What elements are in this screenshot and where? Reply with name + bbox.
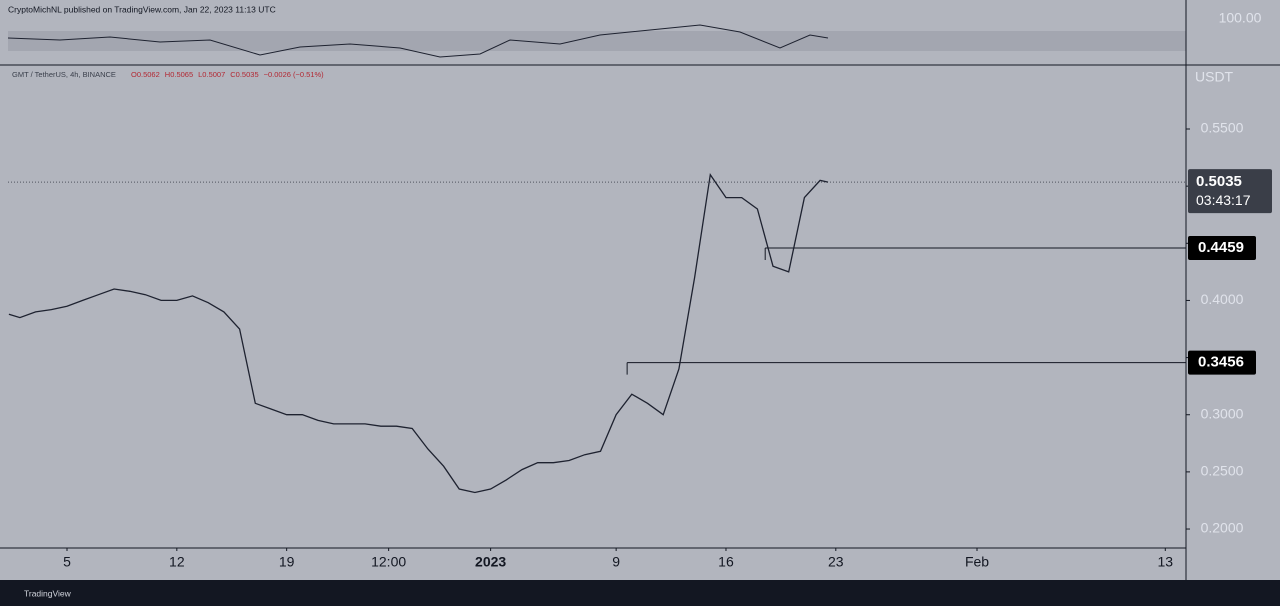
x-tick-label: 2023	[475, 554, 506, 570]
background	[0, 0, 1280, 580]
price-line	[8, 172, 829, 494]
indicator-label: 100.00	[1219, 10, 1262, 26]
last-price-label: 0.5035	[1196, 173, 1242, 190]
indicator-band	[8, 31, 1186, 51]
footer: TradingView	[24, 588, 72, 598]
ohlc-value: O0.5062	[131, 70, 160, 79]
x-tick-label: 12:00	[371, 554, 406, 570]
x-tick-label: 19	[279, 554, 295, 570]
x-tick-label: 12	[169, 554, 185, 570]
last-price-box	[1188, 169, 1272, 214]
y-tick-label: 0.3000	[1201, 405, 1244, 421]
y-tick-label: 0.2500	[1201, 463, 1244, 479]
y-tick-label: 0.4000	[1201, 291, 1244, 307]
symbol: GMT / TetherUS, 4h, BINANCE	[12, 70, 116, 79]
ohlc-value: H0.5065	[165, 70, 193, 79]
ohlc-value: L0.5007	[198, 70, 225, 79]
y-tick-label: 0.5500	[1201, 120, 1244, 136]
y-axis-label: USDT	[1195, 69, 1234, 85]
ohlc-value: −0.0026 (−0.51%)	[264, 70, 325, 79]
level-label: 0.3456	[1198, 354, 1244, 371]
countdown: 03:43:17	[1196, 192, 1251, 208]
indicator-line	[7, 24, 829, 58]
footer-bar	[0, 580, 1280, 606]
level-box	[1188, 235, 1256, 260]
level-box	[1188, 350, 1256, 375]
level-label: 0.4459	[1198, 239, 1244, 256]
ohlc-value: C0.5035	[230, 70, 258, 79]
attribution: CryptoMichNL published on TradingView.co…	[8, 4, 276, 14]
x-tick-label: 5	[63, 554, 71, 570]
y-tick-label: 0.2000	[1201, 520, 1244, 536]
x-tick-label: 16	[718, 554, 734, 570]
x-tick-label: 9	[612, 554, 620, 570]
x-tick-label: 23	[828, 554, 844, 570]
x-tick-label: 13	[1158, 554, 1174, 570]
x-tick-label: Feb	[965, 554, 989, 570]
